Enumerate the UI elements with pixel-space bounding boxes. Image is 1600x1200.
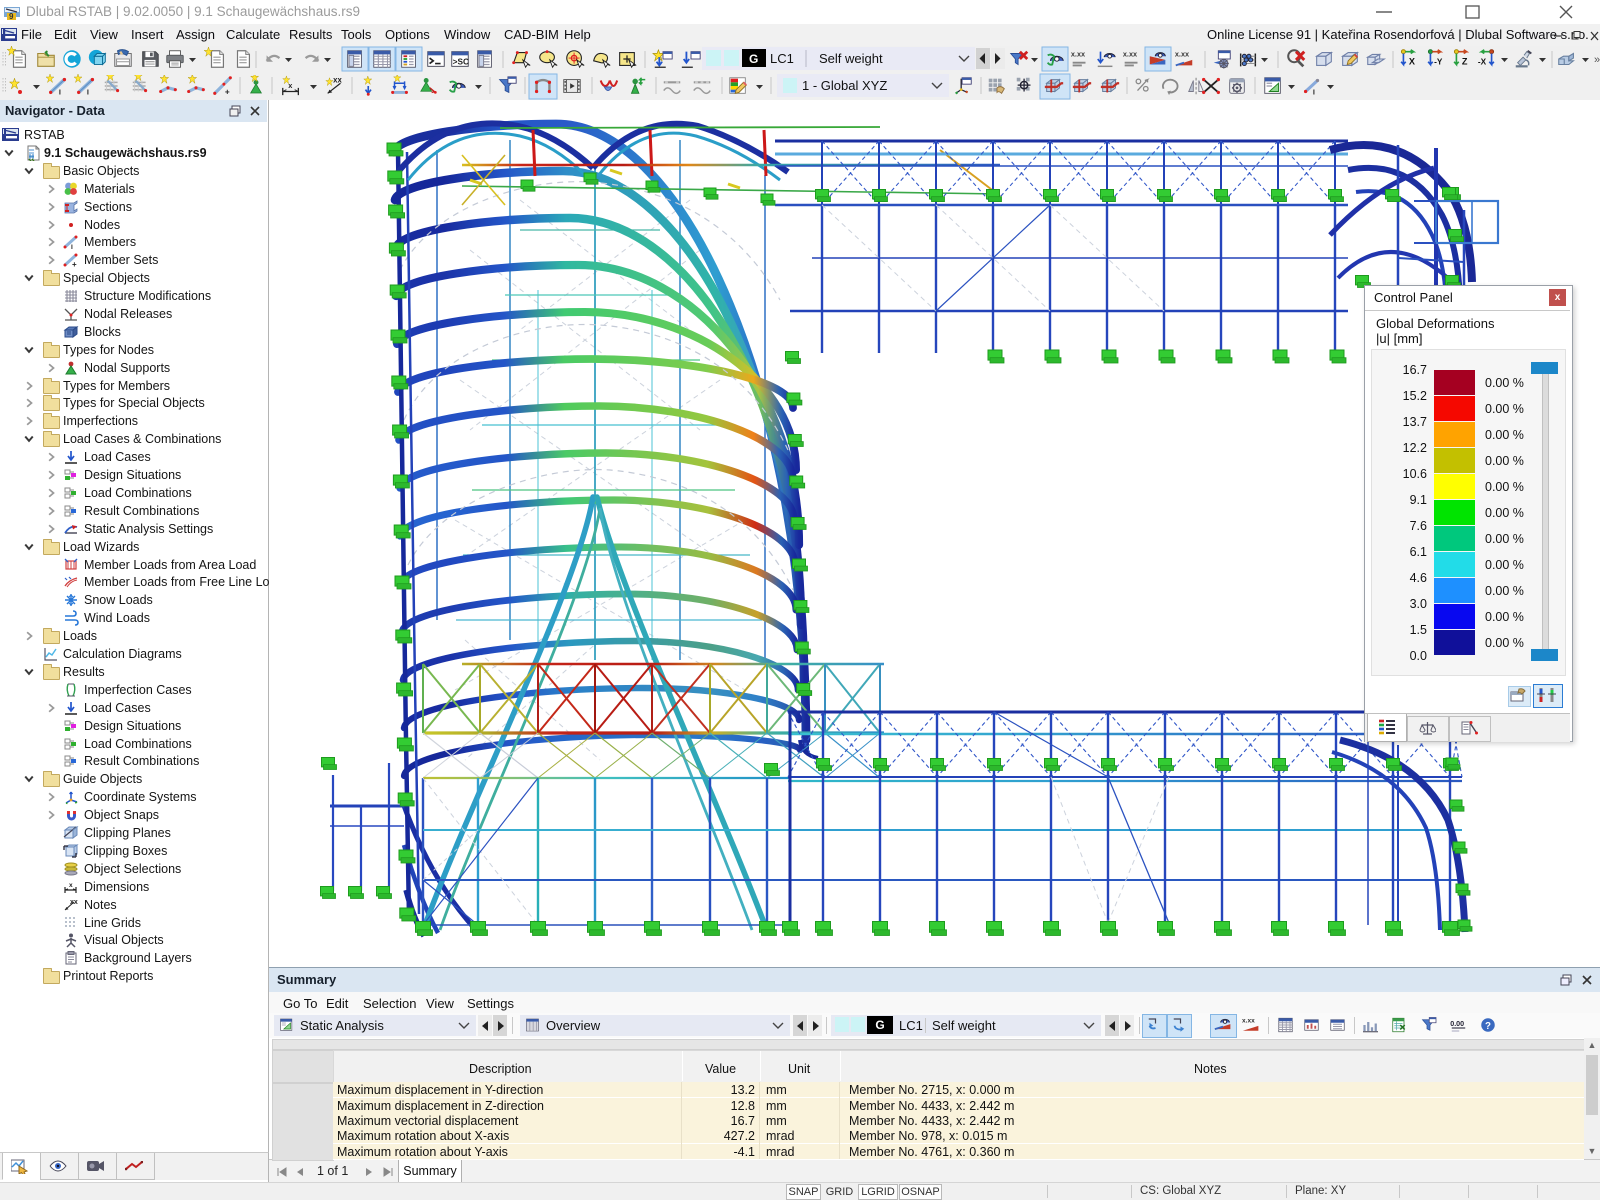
svg-text:G: G [749,52,758,66]
svg-text:LC1: LC1 [770,51,794,66]
svg-text:9: 9 [9,12,14,21]
svg-text:Self weight: Self weight [819,51,883,66]
svg-text:»: » [1594,54,1600,66]
svg-text:?: ? [1485,1021,1491,1032]
svg-text:0.00: 0.00 [1450,1020,1464,1028]
svg-text:1 - Global XYZ: 1 - Global XYZ [802,78,887,93]
svg-text:x.xx: x.xx [1242,1018,1255,1025]
